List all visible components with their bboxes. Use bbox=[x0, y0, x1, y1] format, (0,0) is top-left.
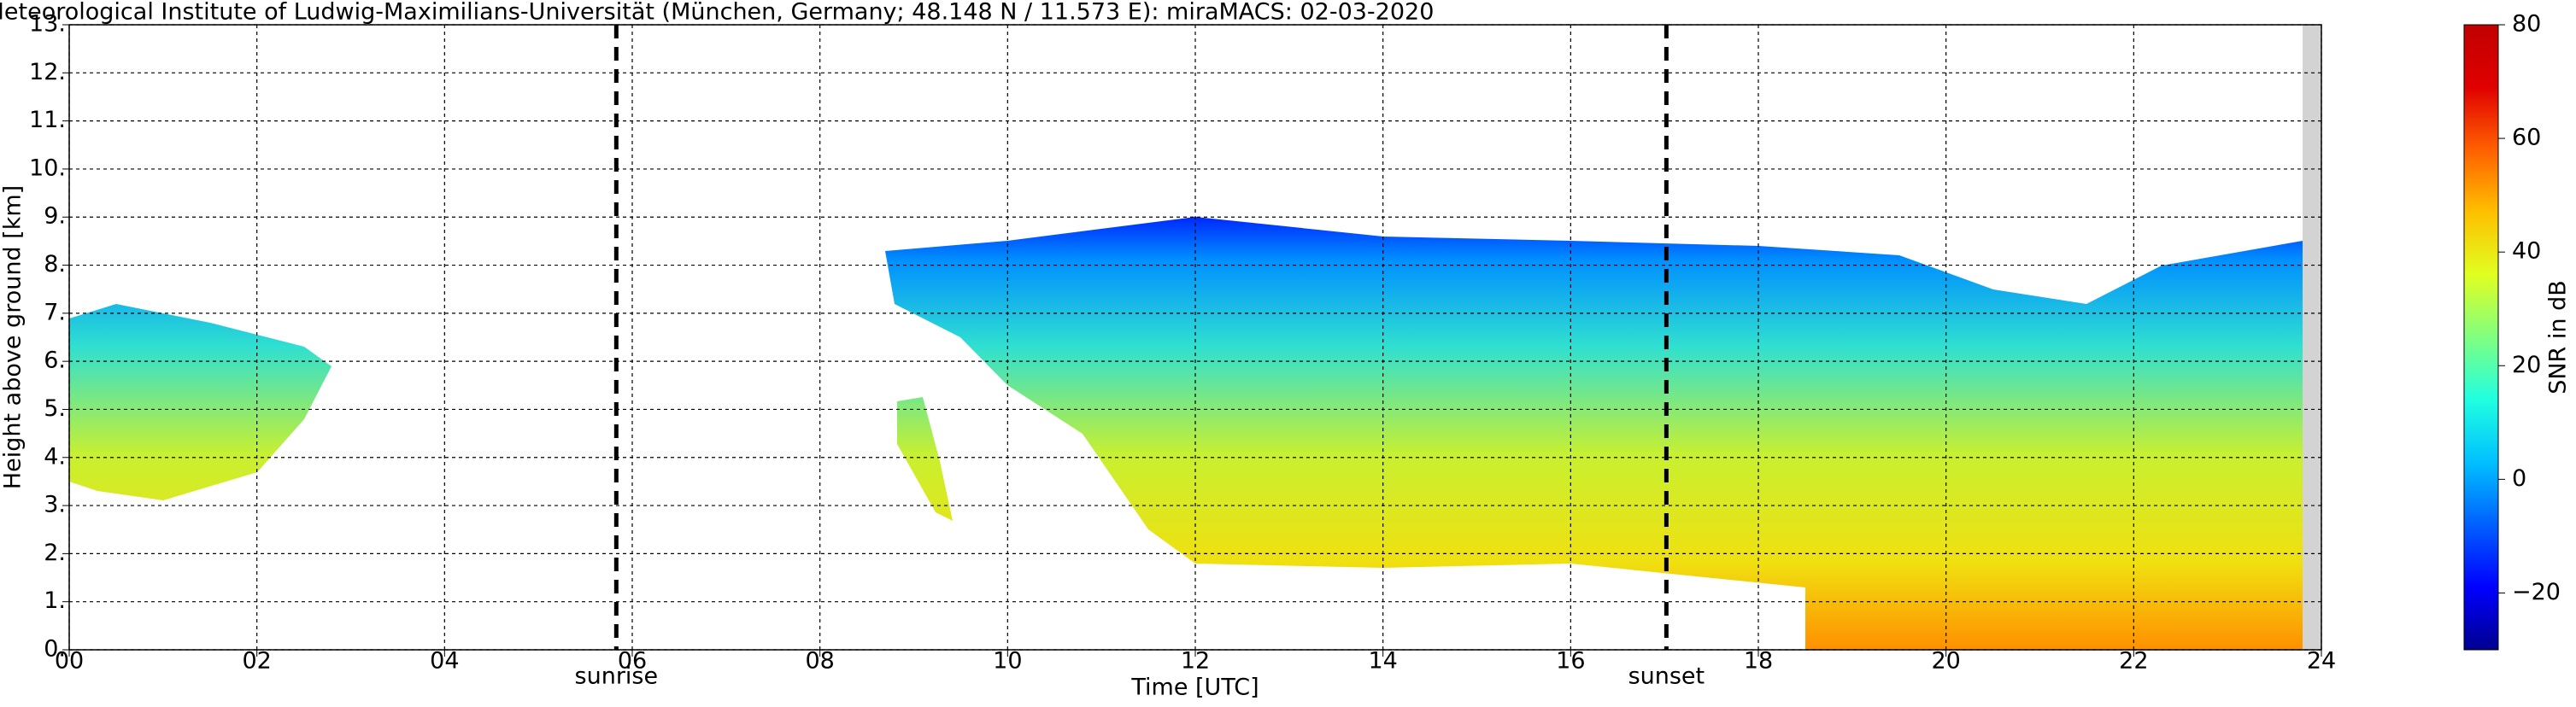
y-tick-label: 4. bbox=[44, 443, 66, 470]
y-tick-label: 2. bbox=[44, 540, 66, 566]
x-tick-label: 14 bbox=[1368, 648, 1397, 675]
echo-regions bbox=[69, 25, 2321, 650]
colorbar-tick-label: 80 bbox=[2512, 11, 2541, 38]
x-tick-label: 20 bbox=[1931, 648, 1960, 675]
x-tick-label: 12 bbox=[1181, 648, 1210, 675]
colorbar-tick-label: 0 bbox=[2512, 465, 2526, 492]
x-tick-label: 22 bbox=[2119, 648, 2148, 675]
no-data bbox=[2303, 25, 2321, 650]
colorbar-tick-label: 20 bbox=[2512, 352, 2541, 378]
y-tick-label: 11. bbox=[29, 107, 66, 133]
annotation-label: sunset bbox=[1628, 663, 1705, 690]
x-tick-label: 10 bbox=[993, 648, 1022, 675]
y-tick-label: 5. bbox=[44, 395, 66, 422]
x-tick-label: 02 bbox=[242, 648, 271, 675]
y-tick-label: 13. bbox=[29, 11, 66, 38]
annotation-label: sunrise bbox=[575, 663, 659, 690]
colorbar bbox=[2463, 24, 2499, 651]
x-axis-label: Time [UTC] bbox=[1130, 675, 1259, 701]
x-tick-label: 04 bbox=[430, 648, 459, 675]
echo-region bbox=[897, 397, 953, 521]
y-axis-label: Height above ground [km] bbox=[0, 185, 26, 489]
y-tick-label: 10. bbox=[29, 155, 66, 181]
colorbar-tick-label: 40 bbox=[2512, 238, 2541, 265]
y-tick-label: 8. bbox=[44, 251, 66, 278]
x-tick-label: 24 bbox=[2307, 648, 2336, 675]
colorbar-tick-label: 60 bbox=[2512, 125, 2541, 151]
y-tick-label: 0. bbox=[44, 636, 66, 663]
x-tick-label: 16 bbox=[1556, 648, 1585, 675]
y-tick-label: 7. bbox=[44, 299, 66, 325]
x-tick-label: 06 bbox=[618, 648, 647, 675]
x-tick-label: 08 bbox=[805, 648, 834, 675]
y-tick-label: 12. bbox=[29, 59, 66, 85]
y-tick-label: 6. bbox=[44, 348, 66, 374]
y-tick-label: 1. bbox=[44, 587, 66, 614]
x-tick-label: 18 bbox=[1744, 648, 1773, 675]
colorbar-label: SNR in dB bbox=[2545, 280, 2572, 394]
echo-region bbox=[885, 217, 2303, 650]
y-tick-label: 3. bbox=[44, 492, 66, 518]
colorbar-tick-label: −20 bbox=[2512, 579, 2561, 605]
echo-region bbox=[69, 304, 332, 500]
y-tick-label: 9. bbox=[44, 203, 66, 230]
x-tick-label: 00 bbox=[55, 648, 84, 675]
chart-title: Meteorological Institute of Ludwig-Maxim… bbox=[0, 0, 1434, 26]
